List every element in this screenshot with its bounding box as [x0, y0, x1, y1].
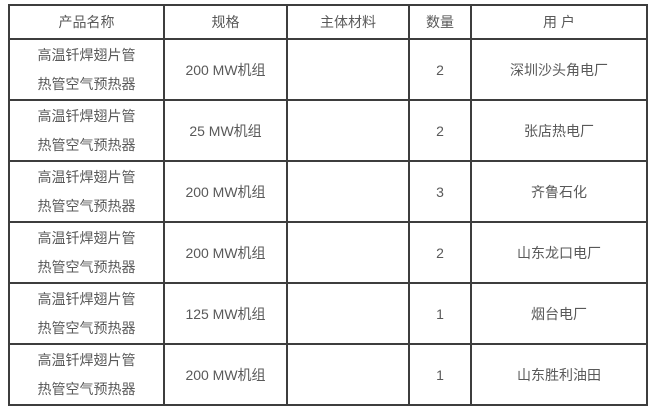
product-name-line-2: 热管空气预热器 — [37, 319, 136, 336]
product-name-line-1: 高温钎焊翅片管 — [37, 107, 136, 124]
cell-material — [286, 99, 410, 162]
product-name-line-1: 高温钎焊翅片管 — [37, 168, 136, 185]
cell-quantity: 1 — [408, 343, 472, 406]
product-name-line-1: 高温钎焊翅片管 — [37, 46, 136, 63]
cell-quantity: 3 — [408, 160, 472, 223]
cell-spec: 200 MW机组 — [163, 160, 288, 223]
cell-spec: 125 MW机组 — [163, 282, 288, 345]
cell-material — [286, 38, 410, 101]
cell-spec: 25 MW机组 — [163, 99, 288, 162]
cell-quantity: 1 — [408, 282, 472, 345]
cell-quantity: 2 — [408, 221, 472, 284]
cell-user: 烟台电厂 — [470, 282, 648, 345]
cell-material — [286, 343, 410, 406]
cell-product-name: 高温钎焊翅片管 热管空气预热器 — [8, 99, 165, 162]
cell-user: 深圳沙头角电厂 — [470, 38, 648, 101]
cell-quantity: 2 — [408, 38, 472, 101]
cell-product-name: 高温钎焊翅片管 热管空气预热器 — [8, 282, 165, 345]
cell-spec: 200 MW机组 — [163, 221, 288, 284]
product-name-line-1: 高温钎焊翅片管 — [37, 351, 136, 368]
table-row: 高温钎焊翅片管 热管空气预热器 125 MW机组 1 烟台电厂 — [8, 282, 648, 345]
header-material: 主体材料 — [286, 4, 410, 40]
product-name-line-2: 热管空气预热器 — [37, 380, 136, 397]
cell-material — [286, 160, 410, 223]
table-row: 高温钎焊翅片管 热管空气预热器 200 MW机组 3 齐鲁石化 — [8, 160, 648, 223]
product-table: 产品名称 规格 主体材料 数量 用 户 高温钎焊翅片管 热管空气预热器 200 … — [8, 4, 648, 406]
product-name-line-2: 热管空气预热器 — [37, 197, 136, 214]
table-row: 高温钎焊翅片管 热管空气预热器 200 MW机组 1 山东胜利油田 — [8, 343, 648, 406]
product-name-line-1: 高温钎焊翅片管 — [37, 229, 136, 246]
cell-product-name: 高温钎焊翅片管 热管空气预热器 — [8, 38, 165, 101]
cell-material — [286, 282, 410, 345]
cell-product-name: 高温钎焊翅片管 热管空气预热器 — [8, 160, 165, 223]
cell-quantity: 2 — [408, 99, 472, 162]
header-user: 用 户 — [470, 4, 648, 40]
cell-material — [286, 221, 410, 284]
cell-spec: 200 MW机组 — [163, 38, 288, 101]
header-row: 产品名称 规格 主体材料 数量 用 户 — [8, 4, 648, 40]
header-product-name: 产品名称 — [8, 4, 165, 40]
product-name-line-2: 热管空气预热器 — [37, 136, 136, 153]
cell-user: 山东胜利油田 — [470, 343, 648, 406]
cell-product-name: 高温钎焊翅片管 热管空气预热器 — [8, 221, 165, 284]
product-name-line-2: 热管空气预热器 — [37, 258, 136, 275]
cell-user: 张店热电厂 — [470, 99, 648, 162]
table-row: 高温钎焊翅片管 热管空气预热器 200 MW机组 2 深圳沙头角电厂 — [8, 38, 648, 101]
product-name-line-2: 热管空气预热器 — [37, 75, 136, 92]
header-spec: 规格 — [163, 4, 288, 40]
table-row: 高温钎焊翅片管 热管空气预热器 200 MW机组 2 山东龙口电厂 — [8, 221, 648, 284]
header-quantity: 数量 — [408, 4, 472, 40]
cell-spec: 200 MW机组 — [163, 343, 288, 406]
product-name-line-1: 高温钎焊翅片管 — [37, 290, 136, 307]
cell-product-name: 高温钎焊翅片管 热管空气预热器 — [8, 343, 165, 406]
table-row: 高温钎焊翅片管 热管空气预热器 25 MW机组 2 张店热电厂 — [8, 99, 648, 162]
cell-user: 齐鲁石化 — [470, 160, 648, 223]
cell-user: 山东龙口电厂 — [470, 221, 648, 284]
